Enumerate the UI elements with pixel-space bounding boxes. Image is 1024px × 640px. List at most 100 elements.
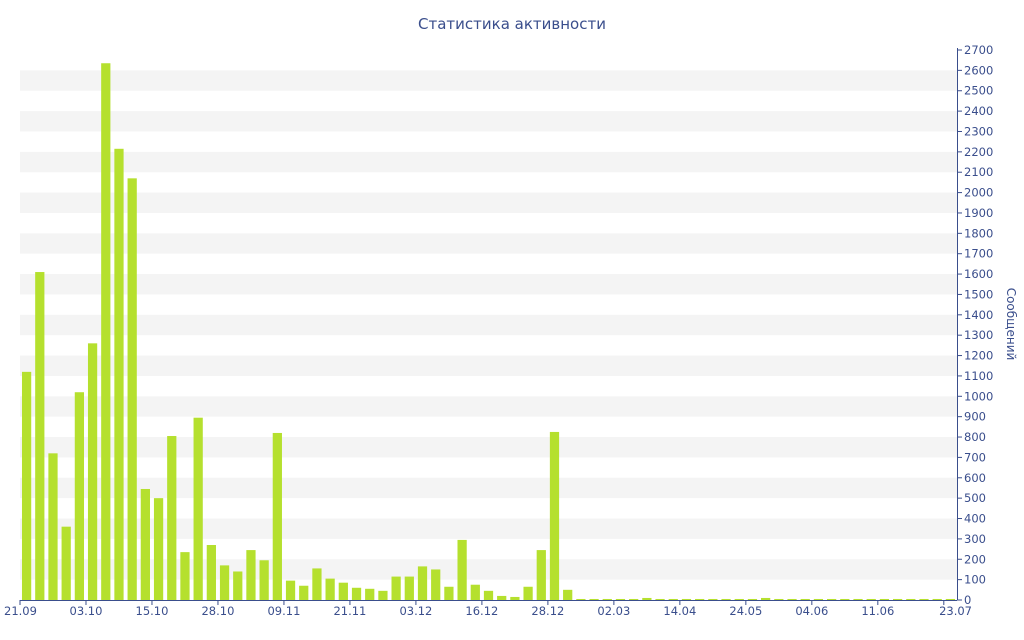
bar[interactable] (378, 590, 388, 600)
bar[interactable] (734, 598, 744, 600)
grid-band (20, 111, 957, 132)
bar[interactable] (761, 597, 771, 600)
bar[interactable] (774, 598, 784, 600)
bar[interactable] (61, 526, 71, 600)
bar[interactable] (892, 598, 903, 600)
bar[interactable] (747, 598, 758, 600)
bar[interactable] (127, 178, 137, 601)
bar[interactable] (365, 588, 375, 600)
y-tick-label: 400 (964, 512, 986, 526)
bar[interactable] (813, 598, 824, 600)
bar[interactable] (180, 552, 190, 600)
bar[interactable] (655, 598, 665, 600)
x-tick-label: 23.07 (939, 604, 972, 618)
bar[interactable] (523, 586, 533, 600)
bar[interactable] (510, 596, 520, 600)
bar[interactable] (285, 580, 296, 600)
x-tick-label: 15.10 (136, 604, 169, 618)
bar[interactable] (563, 589, 573, 600)
bar[interactable] (576, 598, 586, 600)
bar[interactable] (549, 431, 560, 600)
grid-band (20, 396, 957, 417)
x-tick-label: 14.04 (663, 604, 696, 618)
bar[interactable] (193, 417, 203, 600)
y-tick-label: 1200 (964, 349, 993, 363)
bar[interactable] (866, 598, 876, 600)
bar[interactable] (312, 568, 322, 600)
bar[interactable] (840, 598, 850, 600)
y-tick-label: 2100 (964, 165, 993, 179)
x-tick-label: 28.10 (201, 604, 234, 618)
bar[interactable] (417, 566, 428, 600)
bar[interactable] (74, 392, 85, 600)
bar[interactable] (391, 576, 401, 600)
grid-band (20, 355, 957, 376)
bar[interactable] (114, 148, 124, 600)
y-tick-label: 800 (964, 430, 986, 444)
bar[interactable] (536, 550, 546, 600)
bar-series (21, 63, 956, 601)
bar[interactable] (470, 584, 480, 600)
grid-band (20, 233, 957, 254)
bar[interactable] (642, 597, 652, 600)
grid-band (20, 518, 957, 539)
x-tick-label: 03.12 (399, 604, 432, 618)
y-tick-label: 2400 (964, 104, 993, 118)
bar[interactable] (615, 598, 626, 600)
bar[interactable] (21, 371, 32, 600)
bar[interactable] (602, 598, 612, 600)
bar[interactable] (87, 343, 98, 600)
bar[interactable] (800, 598, 810, 600)
bar[interactable] (272, 432, 282, 600)
bar[interactable] (919, 598, 929, 600)
bar[interactable] (351, 587, 362, 600)
bar[interactable] (259, 560, 269, 600)
x-tick-label: 09.11 (267, 604, 300, 618)
bar[interactable] (444, 586, 454, 600)
bar[interactable] (431, 569, 441, 600)
x-tick-label: 02.03 (597, 604, 630, 618)
bar[interactable] (338, 582, 348, 600)
bar[interactable] (219, 565, 230, 600)
bar[interactable] (153, 498, 164, 600)
bar[interactable] (906, 598, 916, 600)
y-tick-label: 1600 (964, 267, 993, 281)
bar[interactable] (827, 598, 837, 600)
bar[interactable] (853, 598, 863, 600)
grid-band (20, 274, 957, 295)
bar[interactable] (101, 63, 111, 601)
bar[interactable] (721, 598, 731, 600)
bar[interactable] (497, 595, 507, 600)
bar[interactable] (140, 488, 150, 600)
bar[interactable] (629, 598, 639, 600)
bar[interactable] (457, 539, 467, 600)
bar[interactable] (483, 590, 494, 600)
bar[interactable] (206, 545, 216, 600)
bar[interactable] (167, 436, 177, 600)
bar[interactable] (879, 598, 890, 600)
bar[interactable] (708, 598, 718, 600)
bar[interactable] (945, 598, 956, 600)
bar[interactable] (932, 598, 942, 600)
bar[interactable] (695, 598, 705, 600)
y-tick-label: 1000 (964, 389, 993, 403)
bar[interactable] (589, 598, 599, 600)
bar[interactable] (299, 585, 309, 600)
bar[interactable] (233, 571, 243, 600)
bar[interactable] (325, 578, 335, 600)
y-tick-label: 100 (964, 573, 986, 587)
bar[interactable] (787, 598, 797, 600)
y-tick-label: 1700 (964, 247, 993, 261)
bar[interactable] (404, 576, 414, 600)
x-tick-label: 16.12 (465, 604, 498, 618)
chart-title: Статистика активности (418, 15, 606, 33)
bar[interactable] (35, 272, 45, 600)
y-tick-label: 2600 (964, 63, 993, 77)
bar[interactable] (668, 598, 678, 600)
grid-bands (20, 70, 957, 580)
bar[interactable] (48, 453, 58, 600)
bar[interactable] (246, 550, 256, 600)
y-tick-label: 1100 (964, 369, 993, 383)
y-tick-label: 300 (964, 532, 986, 546)
bar[interactable] (681, 598, 692, 600)
